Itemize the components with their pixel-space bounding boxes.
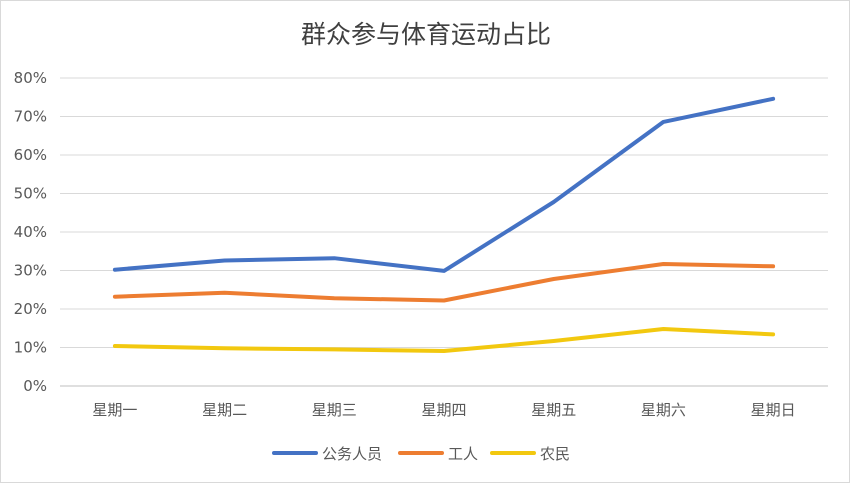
- x-axis-ticks: 星期一 星期二 星期三 星期四 星期五 星期六 星期日: [92, 401, 795, 419]
- x-tick-label: 星期四: [421, 401, 466, 419]
- x-tick-label: 星期五: [531, 401, 576, 419]
- legend-label: 农民: [540, 445, 570, 463]
- y-tick-label: 0%: [23, 377, 47, 395]
- y-tick-label: 60%: [14, 146, 47, 164]
- chart-title: 群众参与体育运动占比: [300, 20, 551, 49]
- y-tick-label: 10%: [14, 339, 47, 357]
- series-lines: [112, 96, 776, 353]
- legend: 公务人员 工人 农民: [272, 445, 570, 463]
- y-tick-label: 50%: [14, 185, 47, 203]
- y-tick-label: 70%: [14, 108, 47, 126]
- x-tick-label: 星期三: [312, 401, 357, 419]
- legend-label: 工人: [448, 445, 478, 463]
- x-tick-label: 星期二: [202, 401, 247, 419]
- x-tick-label: 星期一: [92, 401, 137, 419]
- series-line: [112, 96, 776, 273]
- x-tick-label: 星期日: [751, 401, 796, 419]
- x-tick-label: 星期六: [641, 401, 686, 419]
- gridlines: [60, 77, 828, 387]
- y-tick-label: 30%: [14, 262, 47, 280]
- y-tick-label: 40%: [14, 223, 47, 241]
- y-tick-label: 80%: [14, 69, 47, 87]
- y-tick-label: 20%: [14, 300, 47, 318]
- y-axis-ticks: 0% 10% 20% 30% 40% 50% 60% 70% 80%: [14, 69, 47, 395]
- legend-label: 公务人员: [322, 445, 382, 463]
